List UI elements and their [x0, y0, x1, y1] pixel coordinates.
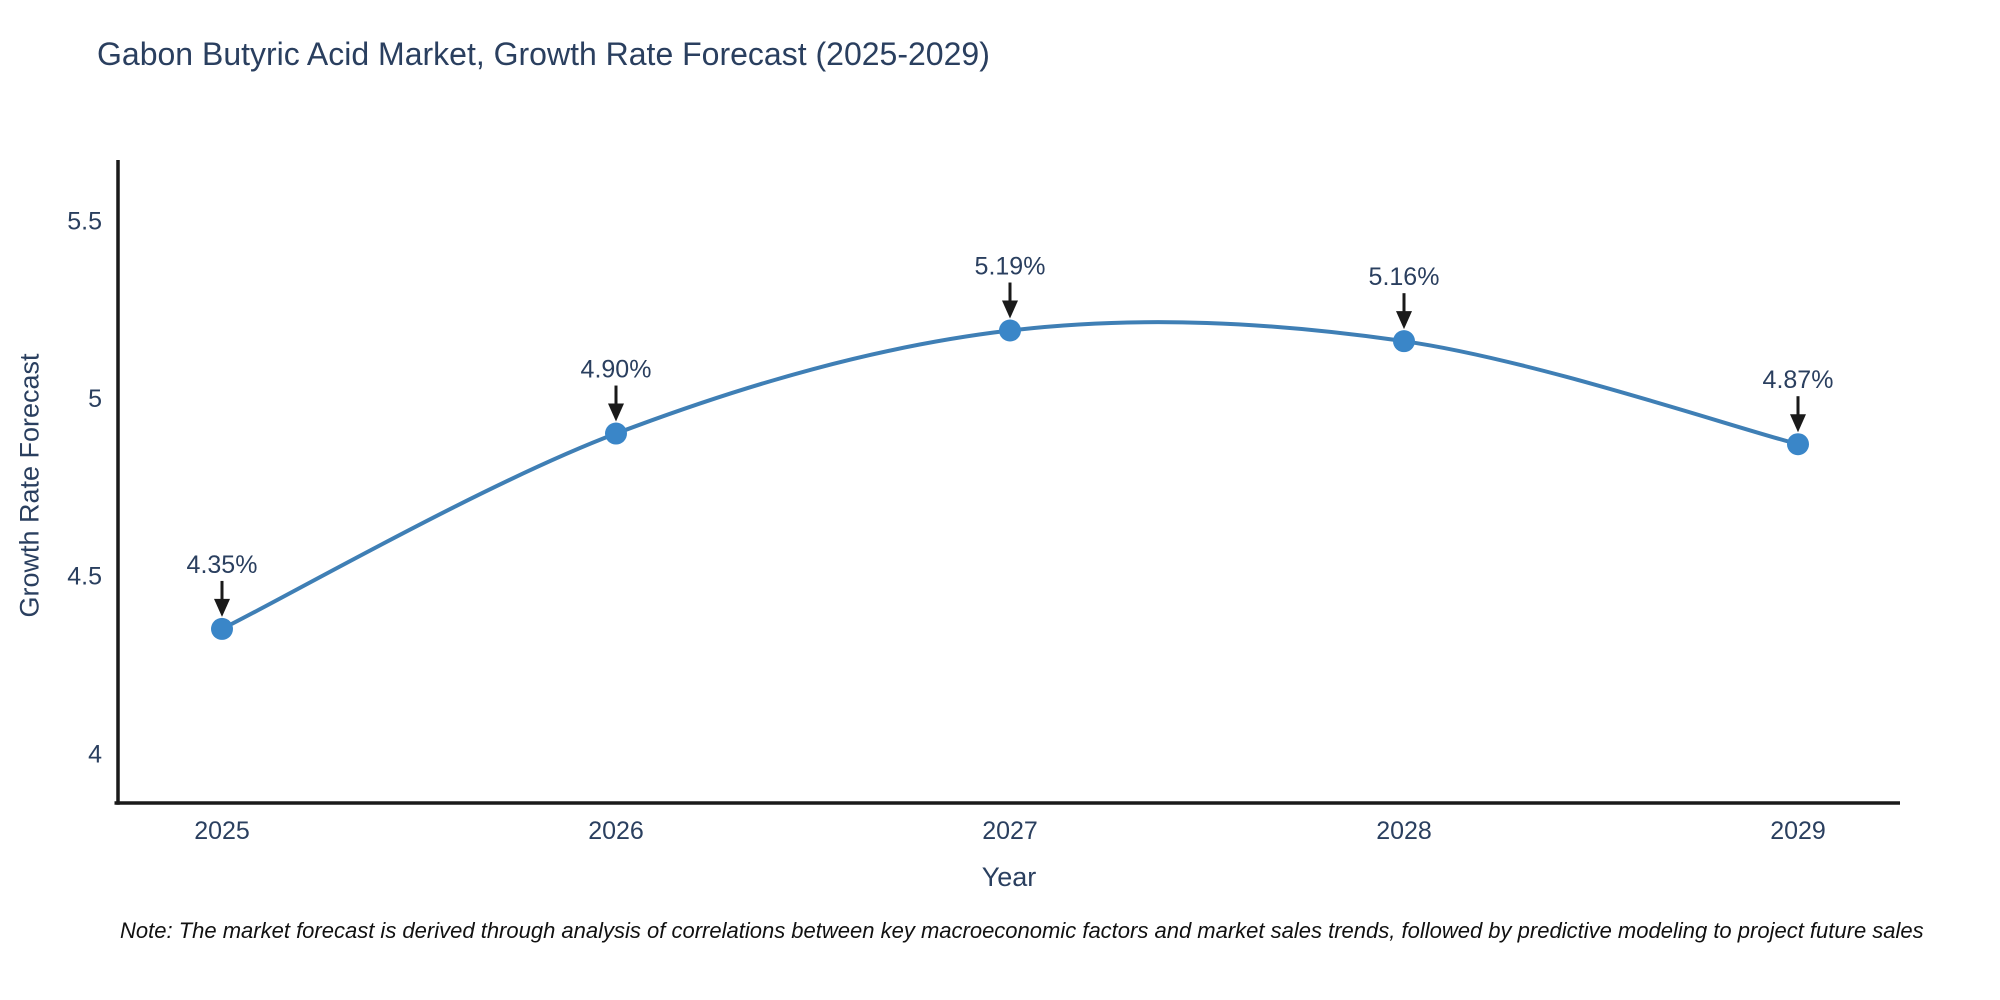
x-axis-title: Year — [981, 862, 1037, 892]
y-tick-label-5: 5 — [88, 385, 102, 413]
axes-layer: 4 4.5 5 5.5 2025 2026 2027 2028 2029 — [67, 160, 1900, 845]
y-axis-title: Growth Rate Forecast — [14, 353, 45, 618]
data-point-2025[interactable] — [211, 617, 233, 640]
y-tick-label-4: 4 — [88, 740, 102, 768]
annotation-layer: 4.35% 4.90% 5.19% 5.16% 4.87% — [187, 253, 1834, 617]
point-label-2027: 5.19% — [975, 253, 1046, 281]
annotation-arrowhead-icon — [1790, 414, 1806, 433]
chart-title: Gabon Butyric Acid Market, Growth Rate F… — [97, 36, 990, 72]
point-label-2025: 4.35% — [187, 551, 258, 579]
point-label-2029: 4.87% — [1763, 366, 1834, 394]
x-tick-label-2025: 2025 — [194, 817, 250, 845]
x-tick-label-2029: 2029 — [1770, 817, 1826, 845]
growth-rate-spline — [220, 320, 1800, 631]
x-tick-label-2026: 2026 — [588, 817, 644, 845]
annotation-arrowhead-icon — [214, 598, 230, 617]
annotation-arrowhead-icon — [1396, 311, 1412, 330]
point-label-2026: 4.90% — [581, 356, 652, 384]
y-tick-label-5.5: 5.5 — [67, 207, 102, 235]
footnote: Note: The market forecast is derived thr… — [120, 918, 1924, 943]
x-tick-label-2028: 2028 — [1376, 817, 1432, 845]
x-tick-label-2027: 2027 — [982, 817, 1038, 845]
data-point-2026[interactable] — [605, 422, 627, 445]
data-point-2029[interactable] — [1787, 433, 1809, 456]
data-point-2027[interactable] — [999, 319, 1021, 342]
y-tick-label-4.5: 4.5 — [67, 563, 102, 591]
data-point-2028[interactable] — [1393, 330, 1415, 353]
line-series-growth-rate — [211, 319, 1809, 640]
annotation-arrowhead-icon — [608, 403, 624, 422]
annotation-arrowhead-icon — [1002, 300, 1018, 319]
point-label-2028: 5.16% — [1369, 263, 1440, 291]
